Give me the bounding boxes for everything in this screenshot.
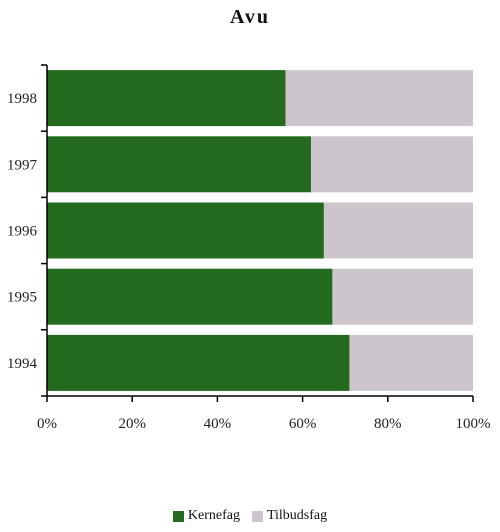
bar-tilbudsfag-1996 — [323, 202, 473, 259]
plot-area: 1998 1997 1996 1995 1994 0% 20% 40% 60% 80% 100% — [7, 64, 491, 432]
y-tick-label-1994: 1994 — [7, 356, 38, 372]
y-tick-label-1996: 1996 — [7, 224, 38, 240]
legend-label-tilbudsfag: Tilbudsfag — [266, 508, 328, 523]
x-tick-label-0: 0% — [37, 416, 57, 432]
legend-swatch-tilbudsfag — [251, 510, 263, 522]
legend-item-kernefag: Kernefag — [172, 508, 240, 524]
x-tick-label-3: 60% — [289, 416, 317, 432]
x-tick-label-5: 100% — [456, 416, 491, 432]
y-tick-label-1997: 1997 — [7, 157, 38, 173]
chart-title: Avu — [229, 6, 271, 28]
bar-tilbudsfag-1998 — [285, 70, 473, 127]
bar-tilbudsfag-1995 — [332, 268, 473, 325]
y-tick-label-1998: 1998 — [7, 91, 37, 107]
x-tick-label-4: 80% — [374, 416, 402, 432]
x-tick-label-1: 20% — [118, 416, 146, 432]
legend-item-tilbudsfag: Tilbudsfag — [251, 508, 328, 524]
legend: Kernefag Tilbudsfag — [0, 508, 500, 524]
bar-kernefag-1996 — [47, 202, 324, 259]
x-tick-label-2: 40% — [204, 416, 232, 432]
bar-kernefag-1997 — [47, 136, 312, 193]
legend-swatch-kernefag — [172, 510, 184, 522]
legend-label-kernefag: Kernefag — [187, 508, 240, 523]
bar-tilbudsfag-1994 — [349, 334, 473, 391]
bar-tilbudsfag-1997 — [311, 136, 473, 193]
y-tick-label-1995: 1995 — [7, 290, 37, 306]
bar-kernefag-1994 — [47, 334, 350, 391]
bar-kernefag-1995 — [47, 268, 333, 325]
bar-kernefag-1998 — [47, 70, 286, 127]
